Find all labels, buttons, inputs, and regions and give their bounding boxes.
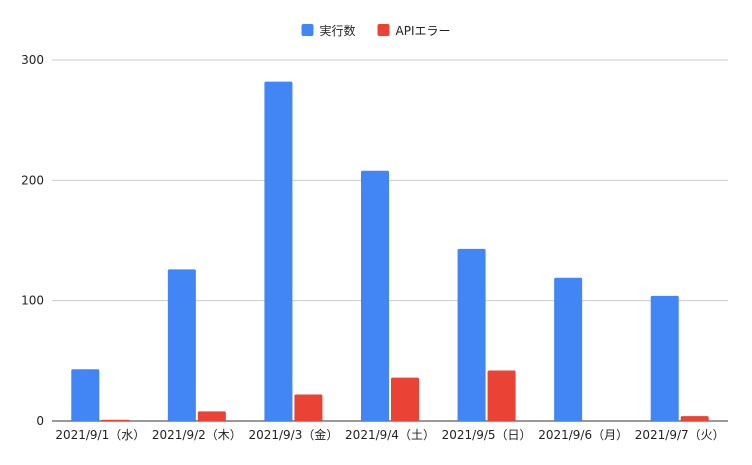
legend-label: 実行数 — [319, 23, 355, 38]
y-tick-label: 200 — [21, 173, 44, 187]
legend-swatch — [301, 24, 314, 36]
bar-api-errors — [680, 416, 709, 421]
x-tick-label: 2021/9/6（月） — [538, 428, 628, 442]
bar-executions — [361, 170, 389, 421]
bar-executions — [457, 248, 486, 421]
legend-label: APIエラー — [396, 24, 451, 38]
x-axis: 2021/9/1（水） 2021/9/2（木） 2021/9/3（金） 2021/9/… — [55, 427, 724, 442]
y-tick-label: 0 — [36, 414, 44, 428]
bar-api-errors — [487, 370, 516, 421]
x-tick-label: 2021/9/7（火） — [635, 428, 725, 442]
x-tick-label: 2021/9/4（土） — [345, 428, 435, 442]
bar-executions — [650, 295, 679, 421]
legend-swatch — [377, 24, 390, 36]
y-tick-label: 300 — [21, 53, 44, 67]
bar-api-errors — [294, 394, 323, 421]
bars — [71, 81, 709, 421]
y-axis: 0 100 200 300 — [21, 53, 44, 428]
bar-api-errors — [391, 377, 419, 421]
x-tick-label: 2021/9/1（水） — [55, 428, 145, 442]
x-tick-label: 2021/9/3（金） — [248, 427, 338, 442]
bar-executions — [264, 81, 293, 421]
legend: 実行数 APIエラー — [301, 23, 451, 38]
x-tick-label: 2021/9/2（木） — [152, 428, 242, 442]
y-tick-label: 100 — [21, 294, 44, 308]
bar-api-errors — [197, 411, 226, 421]
bar-executions — [71, 369, 100, 421]
bar-api-errors — [101, 419, 130, 421]
gridlines — [52, 59, 728, 422]
bar-executions — [167, 269, 196, 421]
x-tick-label: 2021/9/5（日） — [442, 428, 532, 442]
bar-executions — [554, 277, 583, 421]
